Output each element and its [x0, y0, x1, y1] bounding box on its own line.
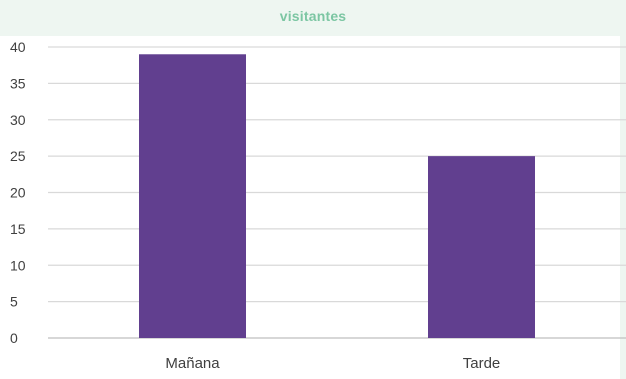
y-tick-label: 20 — [10, 185, 26, 201]
y-tick-label: 10 — [10, 257, 26, 273]
bar-0 — [139, 54, 246, 339]
chart-title: visitantes — [279, 8, 347, 24]
y-tick-label: 5 — [10, 294, 18, 310]
x-tick-label: Tarde — [463, 355, 501, 372]
x-tick-label: Mañana — [165, 355, 220, 372]
y-tick-label: 15 — [10, 221, 26, 237]
y-tick-label: 30 — [10, 112, 26, 128]
x-tick-labels: Mañana Tarde — [165, 355, 500, 372]
bar-layer — [139, 54, 535, 339]
y-tick-label: 35 — [10, 75, 26, 91]
bar-1 — [428, 156, 535, 338]
y-tick-label: 0 — [10, 330, 18, 346]
grid-layer — [48, 46, 626, 339]
y-tick-label: 25 — [10, 148, 26, 164]
y-tick-labels: 0 5 10 15 20 25 30 35 40 — [10, 39, 26, 346]
y-tick-label: 40 — [10, 39, 26, 55]
